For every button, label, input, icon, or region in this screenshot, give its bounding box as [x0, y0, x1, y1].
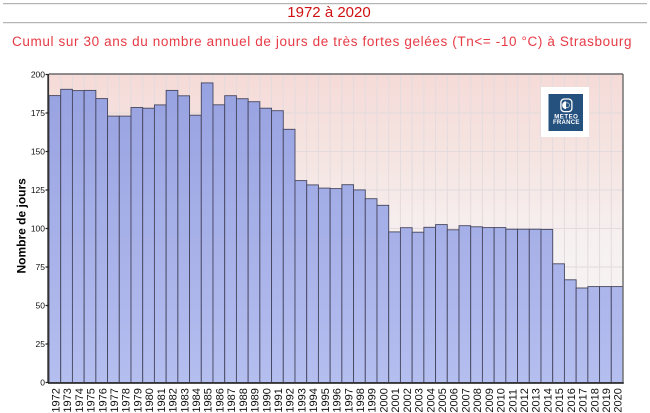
- svg-text:75: 75: [36, 262, 46, 272]
- svg-text:2015: 2015: [554, 388, 566, 412]
- svg-text:1991: 1991: [273, 388, 285, 412]
- svg-text:2005: 2005: [437, 388, 449, 412]
- svg-text:2010: 2010: [496, 388, 508, 412]
- svg-text:2018: 2018: [589, 388, 601, 412]
- svg-text:Nombre de jours: Nombre de jours: [15, 178, 29, 274]
- svg-text:2000: 2000: [378, 388, 390, 412]
- svg-text:2019: 2019: [601, 388, 613, 412]
- svg-text:1992: 1992: [285, 388, 297, 412]
- svg-text:1999: 1999: [367, 388, 379, 412]
- svg-text:1974: 1974: [74, 388, 86, 412]
- svg-text:2013: 2013: [531, 388, 543, 412]
- svg-text:125: 125: [31, 185, 45, 195]
- svg-text:175: 175: [31, 108, 45, 118]
- svg-text:2020: 2020: [613, 388, 625, 412]
- svg-text:100: 100: [31, 224, 45, 234]
- svg-text:50: 50: [36, 301, 46, 311]
- svg-text:1988: 1988: [238, 388, 250, 412]
- svg-text:2007: 2007: [460, 388, 472, 412]
- svg-text:1998: 1998: [355, 388, 367, 412]
- svg-text:1979: 1979: [132, 388, 144, 412]
- svg-text:2016: 2016: [566, 388, 578, 412]
- svg-text:0: 0: [40, 378, 45, 388]
- svg-text:2011: 2011: [507, 389, 519, 413]
- svg-text:2017: 2017: [578, 388, 590, 412]
- svg-text:1995: 1995: [320, 388, 332, 412]
- svg-text:1987: 1987: [226, 388, 238, 412]
- svg-text:1997: 1997: [343, 388, 355, 412]
- svg-text:2001: 2001: [390, 388, 402, 412]
- svg-text:1984: 1984: [191, 388, 203, 412]
- svg-text:1977: 1977: [109, 388, 121, 412]
- svg-text:1994: 1994: [308, 388, 320, 412]
- svg-text:1986: 1986: [214, 388, 226, 412]
- svg-text:1983: 1983: [179, 388, 191, 412]
- svg-text:200: 200: [31, 70, 45, 80]
- svg-text:1993: 1993: [296, 388, 308, 412]
- svg-text:1980: 1980: [144, 388, 156, 412]
- svg-text:1975: 1975: [86, 388, 98, 412]
- svg-text:1981: 1981: [156, 388, 168, 412]
- svg-text:1990: 1990: [261, 388, 273, 412]
- svg-text:2003: 2003: [414, 388, 426, 412]
- svg-text:2002: 2002: [402, 388, 414, 412]
- svg-text:1972: 1972: [50, 388, 62, 412]
- svg-text:FRANCE: FRANCE: [553, 119, 580, 126]
- svg-text:2008: 2008: [472, 388, 484, 412]
- svg-text:25: 25: [36, 339, 46, 349]
- svg-text:2014: 2014: [542, 388, 554, 412]
- svg-text:1976: 1976: [97, 388, 109, 412]
- svg-text:2004: 2004: [425, 388, 437, 412]
- svg-text:1978: 1978: [121, 388, 133, 412]
- svg-text:1989: 1989: [250, 388, 262, 412]
- svg-text:1973: 1973: [62, 388, 74, 412]
- svg-text:2012: 2012: [519, 388, 531, 412]
- svg-text:150: 150: [31, 147, 45, 157]
- svg-text:2009: 2009: [484, 388, 496, 412]
- svg-text:1985: 1985: [203, 388, 215, 412]
- svg-text:1996: 1996: [332, 388, 344, 412]
- svg-text:METEO: METEO: [554, 113, 578, 120]
- svg-text:2006: 2006: [449, 388, 461, 412]
- svg-text:1982: 1982: [168, 388, 180, 412]
